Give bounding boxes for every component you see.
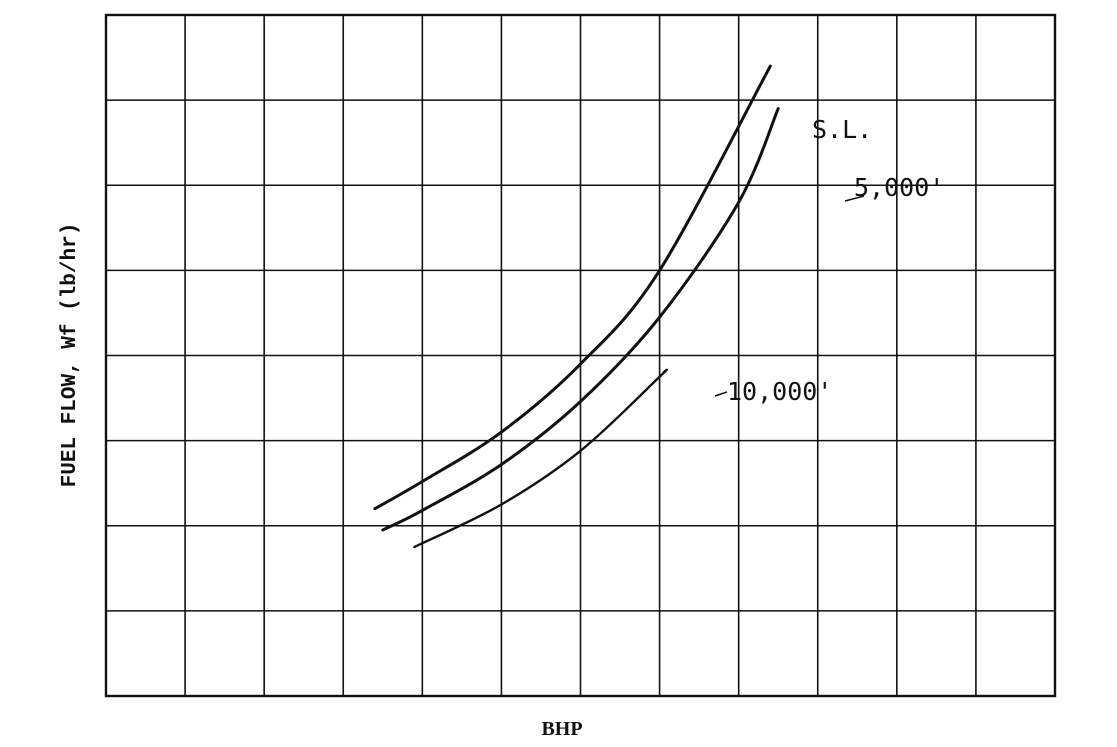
series-label-5000-ft: 5,000' bbox=[854, 173, 944, 202]
series-label-layer: S.L. 5,000' 10,000' bbox=[714, 115, 944, 406]
chart-grid bbox=[106, 15, 1055, 696]
series-layer bbox=[373, 64, 780, 549]
series-line-5000-ft bbox=[381, 107, 780, 532]
series-label-leader-5000-ft bbox=[844, 195, 865, 202]
series-line-sl bbox=[373, 64, 772, 511]
plot-frame bbox=[104, 13, 1057, 698]
x-axis-label: BHP bbox=[541, 718, 582, 740]
series-line-10000-ft bbox=[413, 368, 668, 549]
series-label-leader-10000-ft bbox=[714, 391, 728, 397]
series-label-10000-ft: 10,000' bbox=[727, 377, 832, 406]
y-axis-label: FUEL FLOW, Wf (lb/hr) bbox=[59, 223, 82, 488]
series-label-sl: S.L. bbox=[812, 115, 872, 144]
